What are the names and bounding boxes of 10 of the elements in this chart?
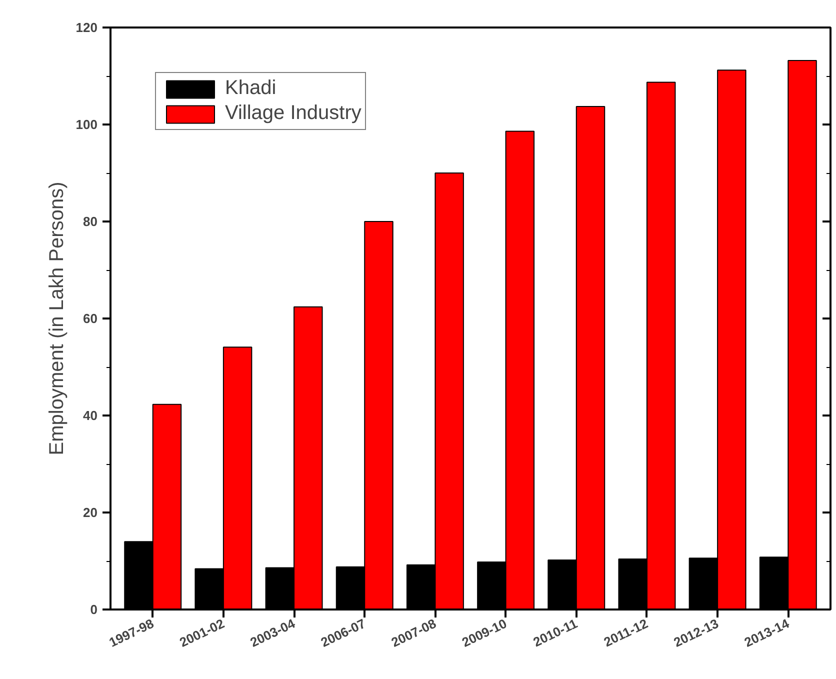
y-tick-label: 80 [83,214,98,229]
y-tick-label: 20 [83,505,98,520]
y-axis-title: Employment (in Lakh Persons) [46,182,68,456]
legend-label: Khadi [225,77,276,100]
y-tick-label: 100 [76,117,98,132]
y-tick-label: 0 [90,602,98,617]
y-tick-label: 60 [83,311,98,326]
y-tick-label: 40 [83,408,98,423]
y-tick-label: 120 [76,20,98,35]
legend-label: Village Industry [225,102,362,125]
